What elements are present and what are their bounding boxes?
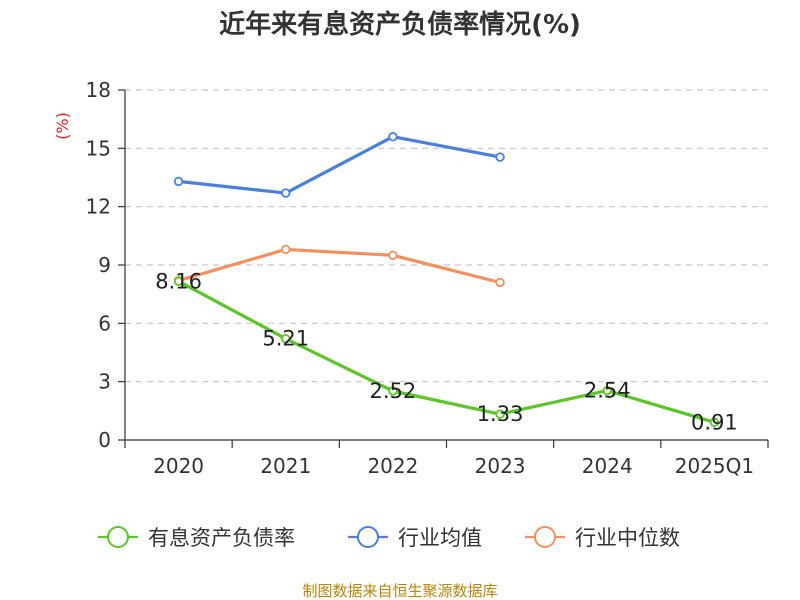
data-point <box>281 333 291 344</box>
series-group <box>173 131 720 428</box>
chart-title: 近年来有息资产负债率情况(%) <box>219 9 581 40</box>
y-axis-label: (%) <box>53 112 72 140</box>
legend-label: 行业中位数 <box>575 526 680 550</box>
x-tick-label: 2022 <box>367 454 418 478</box>
legend-marker <box>534 526 556 548</box>
data-label: 2.52 <box>370 379 417 403</box>
y-tick-label: 18 <box>86 78 111 102</box>
data-point <box>281 244 291 255</box>
data-label: 2.54 <box>584 379 631 403</box>
x-tick-label: 2025Q1 <box>675 454 754 478</box>
x-tick-label: 2023 <box>475 454 526 478</box>
series-line-industry-mean <box>178 135 501 195</box>
data-label: 0.91 <box>691 410 738 434</box>
legend: 有息资产负债率 行业均值 行业中位数 <box>98 526 680 550</box>
series-line-debt-ratio <box>177 279 715 424</box>
series-line-industry-median <box>178 247 501 285</box>
data-label: 1.33 <box>477 402 524 426</box>
data-point <box>388 386 398 396</box>
data-label: 8.16 <box>155 269 202 293</box>
legend-label: 行业均值 <box>398 526 482 550</box>
data-point <box>281 188 291 198</box>
axes: 0 3 6 9 12 15 18 2020 2021 2022 2023 2024 2025Q1 <box>86 78 769 478</box>
data-labels: 8.16 5.21 2.52 1.33 2.54 0.91 <box>155 269 738 434</box>
data-point <box>495 152 505 162</box>
data-point <box>709 417 720 428</box>
x-tick-label: 2024 <box>582 454 633 478</box>
x-tick-label: 2021 <box>260 454 311 478</box>
y-tick-label: 15 <box>86 136 111 160</box>
y-tick-label: 12 <box>86 195 111 219</box>
data-label: 5.21 <box>262 327 309 351</box>
source-note: 制图数据来自恒生聚源数据库 <box>302 582 497 600</box>
y-tick-label: 6 <box>98 311 111 335</box>
y-tick-label: 0 <box>98 428 111 452</box>
y-tick-label: 3 <box>98 370 111 394</box>
data-point <box>495 277 505 288</box>
data-point <box>173 176 184 187</box>
data-point <box>495 409 505 419</box>
data-point <box>173 276 184 287</box>
legend-label: 有息资产负债率 <box>148 526 295 550</box>
data-point <box>388 131 398 142</box>
gridlines <box>125 89 768 383</box>
y-tick-label: 9 <box>98 253 111 277</box>
data-point <box>388 250 398 260</box>
legend-marker <box>357 526 379 548</box>
legend-marker <box>107 526 129 548</box>
data-point <box>602 385 612 396</box>
x-tick-label: 2020 <box>153 454 204 478</box>
